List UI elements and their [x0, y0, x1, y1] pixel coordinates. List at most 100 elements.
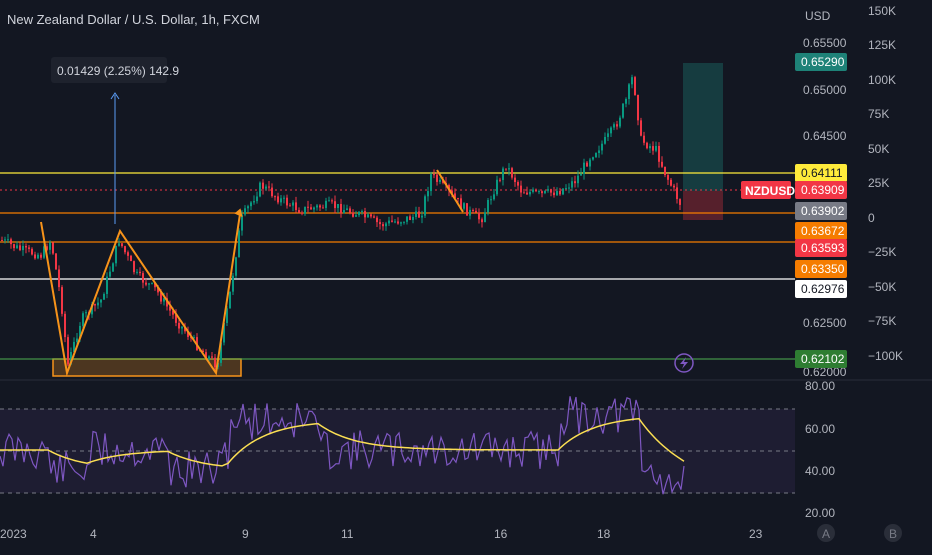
candle — [256, 191, 258, 204]
long-position-stop-zone[interactable] — [683, 191, 723, 220]
candle — [340, 198, 342, 218]
candle — [235, 256, 237, 279]
price-tag-label: 0.64111 — [801, 166, 843, 180]
candle — [280, 195, 282, 206]
candle — [277, 192, 279, 205]
candle — [433, 169, 435, 179]
candle — [460, 194, 462, 209]
price-tag: 0.62102 — [795, 350, 847, 368]
rsi-axis-label: 20.00 — [805, 506, 835, 520]
candle — [37, 252, 39, 260]
candle — [589, 157, 591, 171]
candle — [34, 251, 36, 260]
candle — [634, 75, 636, 96]
candle — [436, 172, 438, 186]
candle — [622, 103, 624, 119]
candle — [181, 326, 183, 335]
candle — [475, 207, 477, 213]
candle — [565, 184, 567, 190]
candle — [640, 117, 642, 137]
scale-button-a-label: A — [822, 527, 830, 541]
candle — [16, 241, 18, 250]
candle — [97, 297, 99, 309]
price-tag: 0.62976 — [795, 280, 847, 298]
candle — [238, 228, 240, 258]
candle — [337, 203, 339, 214]
candle — [583, 158, 585, 180]
candle — [298, 207, 300, 214]
candle — [577, 170, 579, 188]
candle — [481, 217, 483, 228]
candle — [52, 241, 54, 255]
scale-button-b[interactable]: B — [884, 524, 902, 542]
price-tag-label: 0.65290 — [801, 55, 845, 69]
time-axis-label: 23 — [749, 527, 763, 541]
candle — [121, 242, 123, 248]
candle — [151, 282, 153, 285]
candle — [592, 156, 594, 161]
symbol-title[interactable]: New Zealand Dollar / U.S. Dollar, 1h, FX… — [7, 12, 260, 27]
candle — [649, 143, 651, 154]
candle — [676, 182, 678, 204]
candle — [550, 188, 552, 197]
candle — [484, 208, 486, 223]
candle — [439, 177, 441, 185]
candle — [268, 180, 270, 192]
candle — [406, 216, 408, 225]
price-axis[interactable]: 0.65500 0.65000 0.64500 0.62500 — [803, 36, 847, 330]
candle — [178, 319, 180, 334]
price-tag-label: 0.63350 — [801, 262, 845, 276]
price-tag-label: 0.63593 — [801, 241, 845, 255]
candle — [106, 272, 108, 299]
candle — [514, 174, 516, 187]
candle — [58, 265, 60, 292]
symbol-tag: NZDUSD — [745, 184, 795, 198]
measure-arrow-head — [110, 92, 120, 100]
candle — [496, 175, 498, 197]
candle — [580, 167, 582, 176]
candle — [655, 141, 657, 153]
candle — [109, 266, 111, 278]
lightning-icon[interactable] — [674, 353, 694, 373]
candle — [112, 262, 114, 272]
candle — [226, 305, 228, 326]
candle — [607, 128, 609, 141]
measure-tooltip-text: 0.01429 (2.25%) 142.9 — [57, 64, 179, 78]
volume-axis-label: 125K — [868, 38, 896, 52]
rsi-band — [0, 409, 795, 493]
candle — [373, 214, 375, 219]
candle — [346, 204, 348, 211]
candle — [679, 198, 681, 211]
rsi-moving-average[interactable] — [0, 417, 685, 467]
candle — [331, 198, 333, 204]
candle — [67, 334, 69, 367]
candle — [547, 185, 549, 193]
time-axis-label: 18 — [597, 527, 611, 541]
candle — [127, 250, 129, 261]
volume-axis-label: −50K — [868, 280, 896, 294]
measure-tooltip-box — [51, 57, 167, 83]
candle — [247, 204, 249, 213]
candle — [301, 210, 303, 216]
w-pattern-drawing[interactable] — [40, 213, 241, 377]
price-axis-label: 0.64500 — [803, 129, 847, 143]
volume-profile-axis[interactable]: 150K 125K 100K 75K 50K 25K 0 −25K −50K −75K −100K — [868, 4, 903, 363]
rsi-axis[interactable]: 80.00 60.00 40.00 20.00 — [805, 379, 835, 520]
price-candles[interactable] — [1, 74, 681, 370]
long-position-target-zone[interactable] — [683, 63, 723, 191]
time-axis[interactable]: 2023 4 9 11 16 18 23 — [0, 527, 763, 541]
candle — [136, 268, 138, 275]
rsi-axis-label: 60.00 — [805, 422, 835, 436]
candle — [352, 209, 354, 218]
candle — [1, 236, 3, 242]
trend-line-drawing[interactable] — [436, 169, 464, 213]
candle — [673, 183, 675, 192]
candle — [559, 187, 561, 196]
scale-button-a[interactable]: A — [817, 524, 835, 542]
candle — [529, 189, 531, 197]
candle — [409, 214, 411, 221]
rsi-line[interactable] — [0, 396, 685, 495]
candle — [259, 181, 261, 198]
